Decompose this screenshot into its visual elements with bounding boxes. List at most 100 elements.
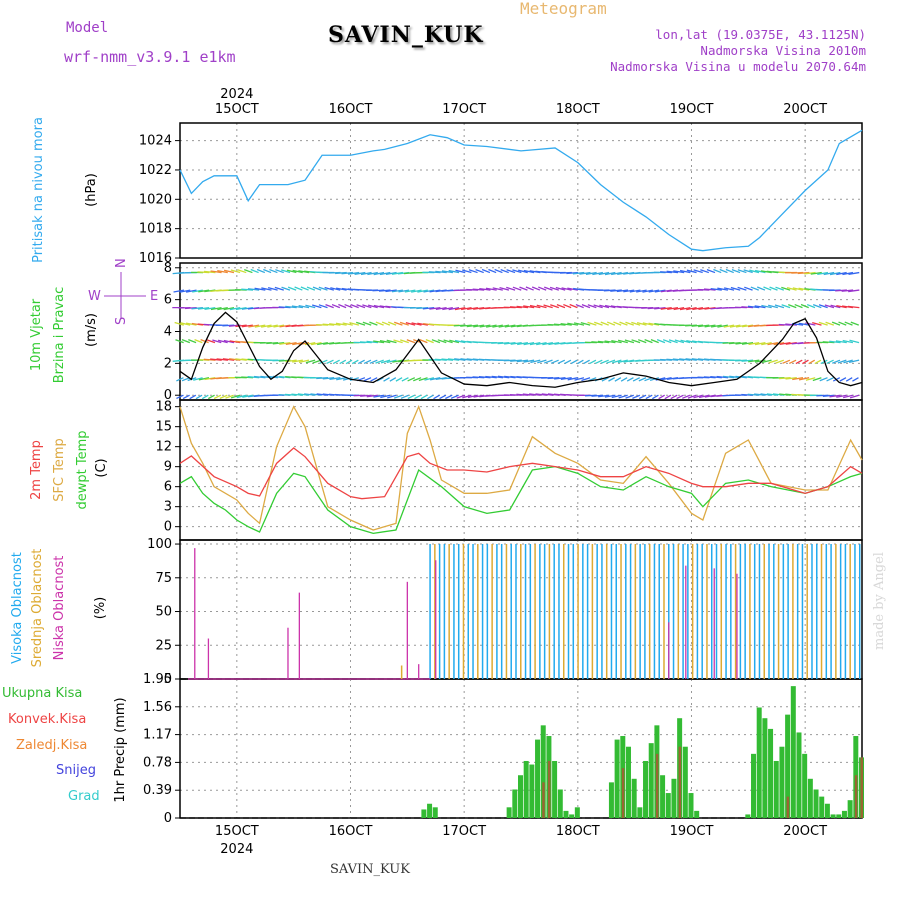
- wind-barb: [606, 321, 616, 326]
- wind-barb: [818, 321, 828, 326]
- wind-barb: [812, 377, 822, 382]
- wind-barb: [300, 286, 309, 291]
- wind-barb: [222, 358, 235, 361]
- wind-barb: [735, 342, 747, 345]
- wind-barb: [644, 339, 653, 344]
- wind-barb: [748, 342, 760, 346]
- wind-barb: [504, 342, 516, 345]
- wind-barb: [510, 306, 522, 309]
- wind-barb: [769, 286, 778, 291]
- wind-barb: [400, 339, 409, 344]
- wind-barb: [329, 377, 341, 380]
- wind-barb: [389, 377, 397, 382]
- wind-barb: [626, 377, 634, 382]
- wind-barb: [781, 304, 791, 309]
- wind-barb: [485, 375, 497, 379]
- wind-barb: [453, 324, 466, 327]
- bottom-date-label: 20OCT: [783, 824, 827, 839]
- wind-barb: [584, 394, 597, 397]
- wind-barb: [292, 269, 303, 274]
- precip-total-bar: [756, 707, 762, 818]
- wind-barb: [369, 321, 378, 326]
- wind-barb: [287, 286, 297, 291]
- precip-conv-bar: [678, 746, 682, 818]
- precip-total-bar: [745, 814, 751, 818]
- wind-barb: [698, 394, 710, 399]
- wind-barb: [710, 287, 722, 291]
- wind-barb: [411, 289, 422, 293]
- wind-barb: [266, 342, 279, 345]
- wind-barb: [175, 339, 184, 344]
- precip-total-bar: [688, 793, 694, 818]
- wind-barb: [723, 324, 735, 328]
- wind-barb: [441, 270, 454, 274]
- wind-barb: [679, 269, 691, 274]
- wind-barb: [373, 271, 385, 276]
- precip-total-bar: [751, 753, 757, 818]
- wind-barb: [206, 339, 216, 344]
- wind-barb: [357, 359, 365, 365]
- wind-barb: [510, 359, 522, 362]
- wind-barb: [660, 271, 672, 274]
- precip-total-bar: [523, 760, 529, 818]
- wind-barb: [798, 322, 810, 326]
- y-tick-label: 100: [147, 537, 172, 552]
- wind-barb: [810, 271, 822, 275]
- wind-barb: [304, 393, 316, 396]
- wind-barb: [529, 342, 541, 346]
- wind-barb: [435, 306, 447, 311]
- wind-barb: [478, 376, 491, 379]
- wind-barb: [331, 303, 341, 309]
- wind-barb: [648, 322, 660, 326]
- wind-barb: [370, 377, 378, 382]
- wind-barb: [623, 271, 635, 275]
- wind-barb: [241, 324, 253, 328]
- wind-barb: [737, 286, 747, 291]
- wind-barb: [454, 306, 466, 311]
- wind-barb: [392, 359, 403, 363]
- y-tick-label: 6: [164, 293, 172, 308]
- wind-barb: [497, 342, 510, 345]
- wind-barb: [341, 271, 354, 275]
- y-tick-label: 1020: [139, 192, 172, 207]
- wind-barb: [673, 270, 685, 274]
- pressure-unit: (hPa): [84, 173, 99, 207]
- wind-barb: [794, 303, 803, 309]
- wind-barb: [841, 289, 854, 292]
- model-label: Model: [66, 20, 109, 36]
- wind-barb: [342, 322, 353, 326]
- wind-barb: [286, 269, 297, 274]
- wind-barb: [550, 304, 559, 309]
- precip-total-bar: [552, 760, 558, 818]
- precip-total-bar: [802, 753, 808, 818]
- wind-barb: [747, 305, 760, 309]
- wind-barb: [216, 358, 229, 361]
- wind-barb: [179, 289, 191, 293]
- wind-barb: [335, 322, 347, 326]
- wind-barb: [391, 289, 404, 293]
- temp-ylabel-dewpt: dewpt Temp: [75, 430, 90, 509]
- wind-barb: [467, 394, 478, 399]
- wind-barb: [600, 359, 609, 364]
- wind-barb: [593, 304, 603, 309]
- wind-barb: [292, 359, 303, 363]
- precip-total-bar: [682, 746, 688, 818]
- wind-barb: [431, 339, 441, 344]
- wind-barb: [660, 306, 672, 310]
- wind-barb: [210, 306, 222, 311]
- precip-total-bar: [796, 732, 802, 818]
- wind-barb: [473, 324, 485, 328]
- wind-barb: [687, 394, 697, 399]
- sfc-temp-line: [179, 404, 863, 531]
- wind-barb: [817, 271, 829, 275]
- wind-barb: [291, 393, 304, 396]
- precip-total-bar: [557, 789, 563, 818]
- wind-barb: [642, 322, 653, 326]
- wind-barb: [625, 321, 634, 326]
- wind-barb: [349, 322, 360, 326]
- precip-total-bar: [648, 743, 654, 818]
- wind-barb: [567, 377, 578, 381]
- wind-barb: [766, 393, 779, 396]
- station-title: SAVIN_KUK: [328, 22, 484, 48]
- wind-barb: [460, 306, 472, 311]
